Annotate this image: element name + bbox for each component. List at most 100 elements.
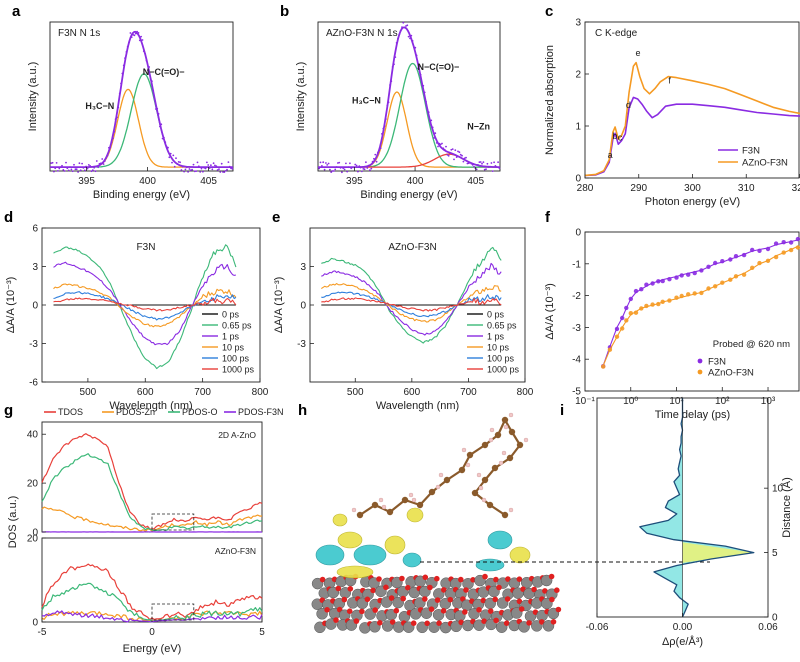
e-legend-entry: 1 ps [487, 332, 505, 342]
panel-c: cC K-edgeabcdefF3NAZnO-F3N28029030031032… [544, 3, 800, 208]
b-data-point [334, 168, 337, 171]
h-h-atom [523, 437, 529, 443]
g-xtick-label: 0 [149, 627, 155, 638]
h-o-atom [440, 608, 447, 614]
d-title: F3N [137, 242, 156, 253]
i-xtick-label: -0.06 [586, 622, 609, 633]
f-xtick-label: 10¹ [669, 396, 684, 407]
g-panel-label: g [4, 402, 13, 419]
b-data-point [345, 162, 347, 165]
a-ylabel: Intensity (a.u.) [27, 62, 39, 132]
f-legend-entry: F3N [708, 357, 726, 368]
f-legend-marker [697, 369, 703, 375]
f-ytick-label: 0 [575, 228, 581, 239]
e-legend-entry: 0 ps [487, 310, 505, 320]
b-data-point [325, 162, 327, 164]
e-panel-label: e [272, 209, 280, 226]
c-feature-label: c [618, 133, 623, 143]
e-ytick-label: -3 [297, 339, 306, 350]
h-h-atom [438, 472, 444, 478]
d-ytick-label: -6 [29, 378, 38, 389]
b-data-point [341, 171, 343, 174]
h-o-atom [504, 596, 511, 602]
h-o-atom [539, 619, 545, 625]
f-ylabel: ΔA/A (10⁻³) [544, 283, 556, 340]
d-ytick-label: 6 [32, 224, 38, 235]
a-data-point [168, 156, 171, 159]
e-title: AZnO-F3N [388, 242, 436, 253]
c-feature-label: b [612, 131, 617, 141]
b-data-point [457, 150, 459, 153]
d-xtick-label: 800 [252, 387, 269, 398]
a-data-point [200, 167, 203, 170]
e-series-1ps [321, 262, 502, 336]
h-o-atom [434, 597, 441, 603]
b-data-point [333, 170, 335, 172]
h-o-atom [493, 617, 499, 624]
f-xtick-label: 10² [715, 396, 730, 407]
d-series-1000ps [53, 297, 237, 312]
b-data-point [355, 164, 358, 167]
i-ytick-label: 0 [772, 613, 778, 624]
h-o-atom [370, 587, 376, 594]
h-charge-lobe [315, 544, 345, 566]
b-panel-label: b [280, 3, 289, 20]
h-c-atom [401, 496, 409, 504]
h-o-atom [428, 606, 435, 612]
g-xlabel: Energy (eV) [123, 643, 182, 655]
b-data-point [370, 167, 373, 170]
panel-a: a F3N N 1s H₃C−N N−C(=O)− 395 400 405 Binding e… [12, 3, 234, 201]
c-ytick-label: 3 [575, 18, 581, 29]
c-ylabel: Normalized absorption [544, 45, 556, 155]
a-data-point [227, 161, 230, 164]
a-data-point [87, 164, 90, 166]
a-data-point [214, 164, 216, 167]
f-fit-F3N [602, 239, 799, 366]
h-o-atom [554, 587, 560, 593]
h-o-atom [389, 619, 396, 625]
a-data-point [231, 168, 234, 170]
e-xtick-label: 600 [403, 387, 420, 398]
b-data-point [485, 168, 487, 171]
h-molecule-bond [389, 499, 406, 513]
g-sub0-gap-box [151, 513, 195, 531]
h-o-atom [347, 586, 354, 592]
f-data-point [601, 364, 606, 369]
a-data-point [90, 170, 93, 173]
h-h-atom [381, 504, 387, 510]
b-data-point [445, 145, 447, 148]
b-data-point [461, 154, 463, 157]
b-data-point [447, 154, 450, 157]
b-data-point [446, 153, 449, 156]
h-o-atom [516, 598, 523, 605]
h-h-atom [481, 497, 487, 503]
e-legend-entry: 0.65 ps [487, 321, 517, 331]
h-o-atom [388, 595, 395, 601]
h-charge-lobe [336, 565, 374, 579]
h-o-atom [319, 576, 326, 583]
h-c-atom [466, 451, 474, 459]
a-data-point [74, 168, 77, 171]
h-charge-lobe [475, 558, 505, 572]
g-sub1-series-PDOS-O [41, 582, 263, 623]
a-data-point [193, 170, 196, 173]
h-o-atom [487, 608, 494, 614]
a-data-point [57, 170, 59, 172]
a-data-point [207, 164, 210, 166]
h-h-atom [508, 507, 514, 513]
a-data-point [226, 168, 228, 171]
h-h-atom [476, 472, 482, 478]
b-ylabel: Intensity (a.u.) [295, 62, 307, 132]
h-o-atom [335, 585, 342, 592]
b-data-point [406, 24, 409, 27]
h-o-atom [463, 587, 469, 593]
b-data-point [369, 169, 371, 172]
b-xtick-label: 400 [407, 176, 424, 187]
i-profile-line [639, 398, 755, 618]
b-peak-annotation: H₃C−N [352, 96, 381, 106]
a-peak-H3C-N [50, 88, 233, 168]
d-ytick-label: 0 [32, 301, 38, 312]
a-data-point [55, 162, 58, 164]
h-h-atom [501, 450, 507, 456]
